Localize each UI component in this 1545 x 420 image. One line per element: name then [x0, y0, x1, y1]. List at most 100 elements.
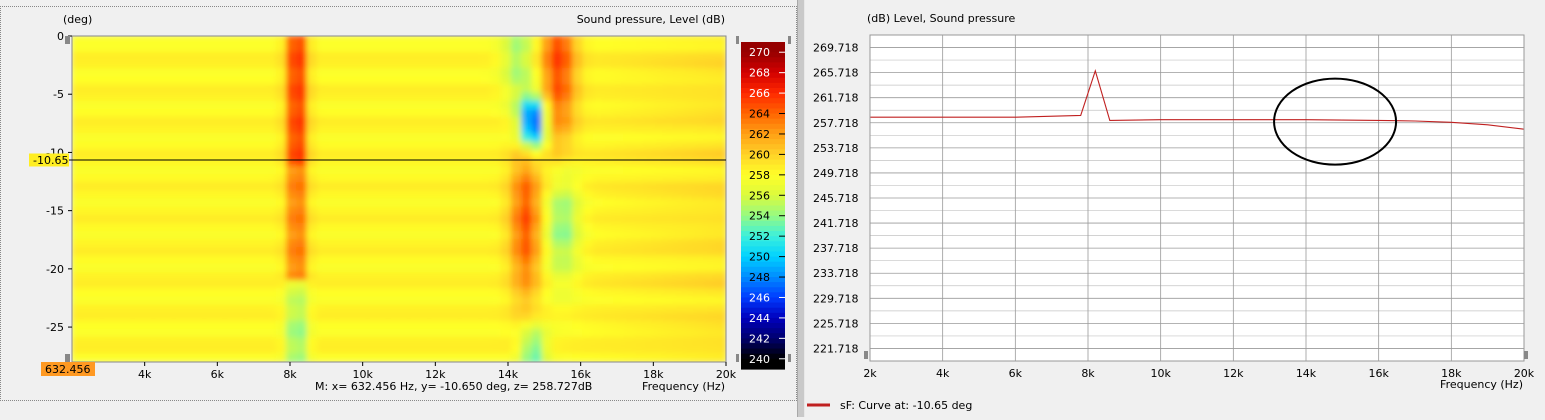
- heatmap-cell: [326, 296, 339, 306]
- heatmap-cell: [562, 353, 574, 362]
- heatmap-cell: [163, 296, 175, 306]
- heatmap-cell: [541, 117, 553, 127]
- line-x-right-handle[interactable]: [1524, 351, 1528, 359]
- colorbar-segment: [741, 67, 785, 74]
- heatmap-cell: [316, 206, 329, 216]
- heatmap-cell: [705, 36, 717, 45]
- heatmap-cell: [255, 288, 267, 298]
- heatmap-cell: [296, 312, 308, 322]
- heatmap-cell: [275, 198, 288, 208]
- colorbar-segment: [741, 225, 785, 232]
- heatmap-cell: [562, 304, 574, 314]
- heatmap-cell: [429, 255, 441, 265]
- heatmap-cell: [653, 222, 666, 233]
- heatmap-cell: [551, 337, 564, 347]
- heatmap-cell: [357, 141, 370, 151]
- heatmap-cell: [398, 312, 410, 322]
- heatmap-cell: [470, 288, 482, 298]
- heatmap-cell: [613, 190, 625, 200]
- heatmap-cell: [459, 296, 472, 306]
- heatmap-cell: [245, 174, 257, 184]
- colorbar-bottom-handle[interactable]: [736, 354, 739, 362]
- heatmap-cell: [367, 59, 380, 70]
- heatmap-cell: [459, 304, 472, 314]
- heatmap-cell: [653, 43, 666, 53]
- heatmap-cell: [306, 174, 318, 184]
- heatmap-cell: [275, 182, 288, 192]
- heatmap-cell: [255, 222, 267, 233]
- heatmap-cell: [153, 149, 165, 159]
- heatmap-cell: [357, 353, 370, 362]
- heatmap-cell: [275, 231, 288, 241]
- heatmap-cell: [265, 36, 278, 45]
- heatmap-cell: [153, 36, 165, 45]
- panel-splitter[interactable]: [797, 0, 805, 417]
- heatmap-cell: [91, 328, 104, 339]
- heatmap-cell: [275, 133, 288, 143]
- heatmap-cell: [296, 133, 308, 143]
- heatmap-cell: [541, 320, 553, 331]
- heatmap-cell: [163, 247, 175, 257]
- heatmap-cell: [715, 157, 726, 168]
- y-slider-bottom-handle[interactable]: [65, 354, 70, 362]
- heatmap-cell: [122, 190, 135, 200]
- cursor-x-label-bg[interactable]: [41, 362, 95, 376]
- heatmap-cell: [674, 214, 686, 225]
- heatmap-cell: [214, 222, 226, 233]
- heatmap-cell: [102, 149, 114, 159]
- heatmap-cell: [439, 312, 451, 322]
- heatmap-cell: [265, 255, 278, 265]
- line-y-bottom-handle[interactable]: [864, 351, 868, 359]
- heatmap-cell: [490, 239, 502, 249]
- y-slider-top-handle[interactable]: [65, 36, 70, 44]
- heatmap-cell: [194, 182, 206, 192]
- heatmap-cell: [357, 198, 370, 208]
- heatmap-cell: [326, 271, 339, 282]
- heatmap-cell: [204, 280, 216, 290]
- heatmap-cell: [72, 214, 83, 225]
- heatmap-cell: [72, 51, 83, 62]
- heatmap-cell: [470, 255, 482, 265]
- heatmap-cell: [91, 157, 104, 168]
- heatmap-cell: [367, 328, 380, 339]
- colorbar-top-handle[interactable]: [736, 36, 739, 44]
- heatmap-cell: [245, 100, 257, 111]
- heatmap-cell: [347, 59, 359, 70]
- heatmap-cell: [531, 84, 543, 94]
- colorbar-tick-label: 270: [749, 46, 770, 59]
- cursor-y-label: -10.65: [33, 154, 68, 167]
- line-panel: (dB) Level, Sound pressure 269.718 265.71…: [805, 0, 1545, 417]
- heatmap-cell: [398, 280, 410, 290]
- heatmap-cell: [204, 296, 216, 306]
- heatmap-cell: [153, 157, 165, 168]
- heatmap-cell: [153, 76, 165, 86]
- heatmap-cell: [367, 206, 380, 216]
- heatmap-cell: [367, 174, 380, 184]
- colorbar-bottom-handle-right[interactable]: [788, 354, 791, 362]
- colorbar-segment: [741, 195, 785, 201]
- heatmap-cell: [224, 328, 237, 339]
- heatmap-cell: [633, 247, 645, 257]
- heatmap-cell: [112, 271, 124, 282]
- heatmap-cell: [490, 288, 502, 298]
- heatmap-cell: [572, 296, 584, 306]
- heatmap-cell: [91, 133, 104, 143]
- heatmap-cell: [326, 239, 339, 249]
- heatmap-cell: [602, 280, 615, 290]
- heatmap-cell: [388, 92, 400, 102]
- cursor-y-label-bg[interactable]: [29, 153, 69, 167]
- curve-line: [870, 68, 1525, 130]
- colorbar-top-handle-right[interactable]: [788, 36, 791, 44]
- heatmap-cell: [235, 328, 247, 339]
- colorbar-segment: [741, 47, 785, 53]
- heatmap-cell: [500, 337, 513, 347]
- heatmap-cell: [500, 320, 513, 331]
- heatmap-cell: [163, 133, 175, 143]
- heatmap-cell: [286, 222, 298, 233]
- line-y-title: (dB) Level, Sound pressure: [867, 12, 1016, 25]
- heatmap-cell: [510, 198, 523, 208]
- heatmap-cell: [72, 157, 83, 168]
- heatmap-cell: [531, 247, 543, 257]
- heatmap-cell: [490, 36, 502, 45]
- heatmap-cell: [602, 231, 615, 241]
